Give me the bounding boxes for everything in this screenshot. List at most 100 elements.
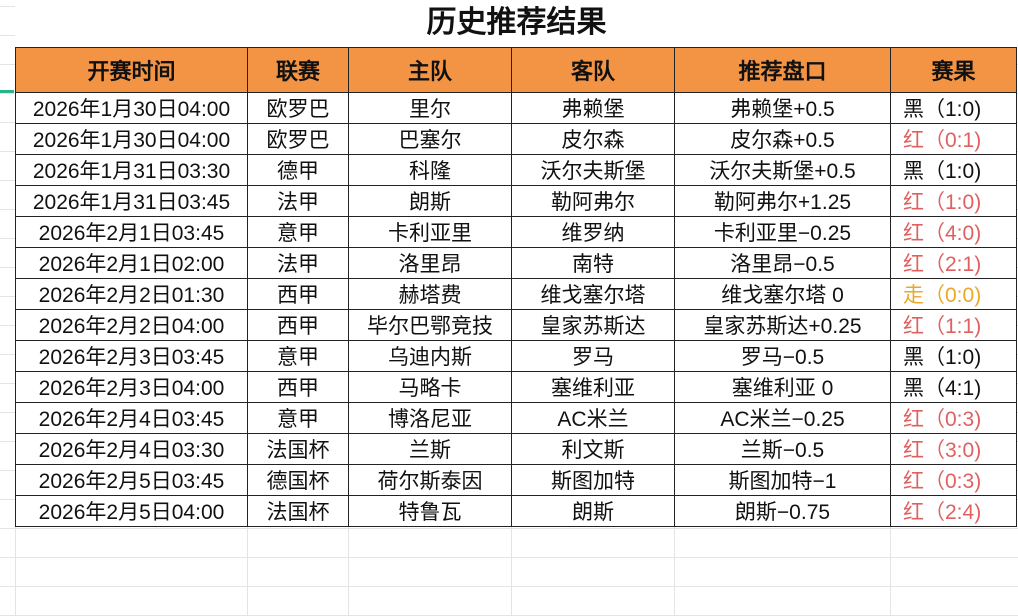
cell-league[interactable]: 意甲 [247,340,349,372]
cell-away[interactable]: 维罗纳 [511,216,675,248]
cell-league[interactable]: 西甲 [247,278,349,310]
header-home[interactable]: 主队 [348,47,512,93]
cell-pick[interactable]: 皮尔森+0.5 [674,123,891,155]
cell-away[interactable]: 南特 [511,247,675,279]
cell-pick[interactable]: 兰斯−0.5 [674,433,891,465]
cell-result[interactable]: 红（3:0) [890,433,1017,465]
header-pick[interactable]: 推荐盘口 [674,47,891,93]
cell-away[interactable]: 皇家苏斯达 [511,309,675,341]
cell-time[interactable]: 2026年1月30日04:00 [15,123,248,155]
cell-result[interactable]: 走（0:0) [890,278,1017,310]
cell-time[interactable]: 2026年2月5日04:00 [15,495,248,527]
cell-league[interactable]: 西甲 [247,309,349,341]
row-selection-marker [0,90,14,93]
header-row: 开赛时间 联赛 主队 客队 推荐盘口 赛果 [15,47,1017,93]
cell-away[interactable]: 利文斯 [511,433,675,465]
cell-league[interactable]: 法甲 [247,247,349,279]
cell-away[interactable]: 维戈塞尔塔 [511,278,675,310]
table-row: 2026年2月3日04:00 西甲 马略卡 塞维利亚 塞维利亚 0 黑（4:1) [15,371,1017,403]
cell-away[interactable]: 皮尔森 [511,123,675,155]
header-time[interactable]: 开赛时间 [15,47,248,93]
cell-result[interactable]: 红（1:0) [890,185,1017,217]
cell-result[interactable]: 红（0:3) [890,464,1017,496]
cell-time[interactable]: 2026年2月4日03:45 [15,402,248,434]
cell-home[interactable]: 博洛尼亚 [348,402,512,434]
cell-away[interactable]: 沃尔夫斯堡 [511,154,675,186]
cell-pick[interactable]: 卡利亚里−0.25 [674,216,891,248]
cell-time[interactable]: 2026年2月3日04:00 [15,371,248,403]
table-row: 2026年2月5日03:45 德国杯 荷尔斯泰因 斯图加特 斯图加特−1 红（0:3) [15,464,1017,496]
cell-result[interactable]: 黑（1:0) [890,340,1017,372]
cell-pick[interactable]: 洛里昂−0.5 [674,247,891,279]
cell-pick[interactable]: 勒阿弗尔+1.25 [674,185,891,217]
cell-pick[interactable]: 沃尔夫斯堡+0.5 [674,154,891,186]
cell-pick[interactable]: 罗马−0.5 [674,340,891,372]
cell-time[interactable]: 2026年2月2日04:00 [15,309,248,341]
cell-time[interactable]: 2026年2月4日03:30 [15,433,248,465]
cell-pick[interactable]: 朗斯−0.75 [674,495,891,527]
cell-league[interactable]: 法甲 [247,185,349,217]
cell-away[interactable]: 罗马 [511,340,675,372]
cell-home[interactable]: 巴塞尔 [348,123,512,155]
cell-home[interactable]: 科隆 [348,154,512,186]
header-away[interactable]: 客队 [511,47,675,93]
cell-result[interactable]: 红（2:1) [890,247,1017,279]
cell-home[interactable]: 马略卡 [348,371,512,403]
cell-time[interactable]: 2026年2月2日01:30 [15,278,248,310]
cell-league[interactable]: 欧罗巴 [247,123,349,155]
cell-pick[interactable]: 维戈塞尔塔 0 [674,278,891,310]
cell-league[interactable]: 法国杯 [247,495,349,527]
cell-league[interactable]: 西甲 [247,371,349,403]
cell-away[interactable]: 斯图加特 [511,464,675,496]
cell-result[interactable]: 红（4:0) [890,216,1017,248]
cell-league[interactable]: 法国杯 [247,433,349,465]
table-row: 2026年2月2日01:30 西甲 赫塔费 维戈塞尔塔 维戈塞尔塔 0 走（0:0) [15,278,1017,310]
cell-league[interactable]: 德国杯 [247,464,349,496]
cell-pick[interactable]: 斯图加特−1 [674,464,891,496]
cell-home[interactable]: 卡利亚里 [348,216,512,248]
cell-home[interactable]: 赫塔费 [348,278,512,310]
cell-result[interactable]: 黑（1:0) [890,154,1017,186]
cell-time[interactable]: 2026年1月31日03:45 [15,185,248,217]
cell-time[interactable]: 2026年1月30日04:00 [15,92,248,124]
cell-time[interactable]: 2026年2月1日03:45 [15,216,248,248]
header-league[interactable]: 联赛 [247,47,349,93]
table-row: 2026年2月4日03:45 意甲 博洛尼亚 AC米兰 AC米兰−0.25 红（0:3) [15,402,1017,434]
cell-pick[interactable]: 皇家苏斯达+0.25 [674,309,891,341]
cell-home[interactable]: 毕尔巴鄂竞技 [348,309,512,341]
cell-result[interactable]: 红（1:1) [890,309,1017,341]
cell-home[interactable]: 朗斯 [348,185,512,217]
cell-home[interactable]: 乌迪内斯 [348,340,512,372]
cell-home[interactable]: 里尔 [348,92,512,124]
cell-result[interactable]: 红（2:4) [890,495,1017,527]
cell-league[interactable]: 意甲 [247,216,349,248]
cell-home[interactable]: 荷尔斯泰因 [348,464,512,496]
cell-time[interactable]: 2026年1月31日03:30 [15,154,248,186]
cell-pick[interactable]: 塞维利亚 0 [674,371,891,403]
sheet-title[interactable]: 历史推荐结果 [15,0,1018,47]
cell-away[interactable]: 朗斯 [511,495,675,527]
cell-result[interactable]: 红（0:3) [890,402,1017,434]
cell-home[interactable]: 兰斯 [348,433,512,465]
cell-away[interactable]: 弗赖堡 [511,92,675,124]
table-row: 2026年2月4日03:30 法国杯 兰斯 利文斯 兰斯−0.5 红（3:0) [15,433,1017,465]
cell-result[interactable]: 红（0:1) [890,123,1017,155]
cell-home[interactable]: 特鲁瓦 [348,495,512,527]
cell-league[interactable]: 欧罗巴 [247,92,349,124]
cell-pick[interactable]: AC米兰−0.25 [674,402,891,434]
table-row: 2026年2月3日03:45 意甲 乌迪内斯 罗马 罗马−0.5 黑（1:0) [15,340,1017,372]
cell-league[interactable]: 意甲 [247,402,349,434]
cell-time[interactable]: 2026年2月5日03:45 [15,464,248,496]
cell-result[interactable]: 黑（4:1) [890,371,1017,403]
table-row: 2026年2月1日03:45 意甲 卡利亚里 维罗纳 卡利亚里−0.25 红（4:0) [15,216,1017,248]
cell-home[interactable]: 洛里昂 [348,247,512,279]
cell-league[interactable]: 德甲 [247,154,349,186]
cell-pick[interactable]: 弗赖堡+0.5 [674,92,891,124]
cell-time[interactable]: 2026年2月1日02:00 [15,247,248,279]
cell-time[interactable]: 2026年2月3日03:45 [15,340,248,372]
header-result[interactable]: 赛果 [890,47,1017,93]
cell-away[interactable]: AC米兰 [511,402,675,434]
cell-away[interactable]: 勒阿弗尔 [511,185,675,217]
cell-result[interactable]: 黑（1:0) [890,92,1017,124]
cell-away[interactable]: 塞维利亚 [511,371,675,403]
